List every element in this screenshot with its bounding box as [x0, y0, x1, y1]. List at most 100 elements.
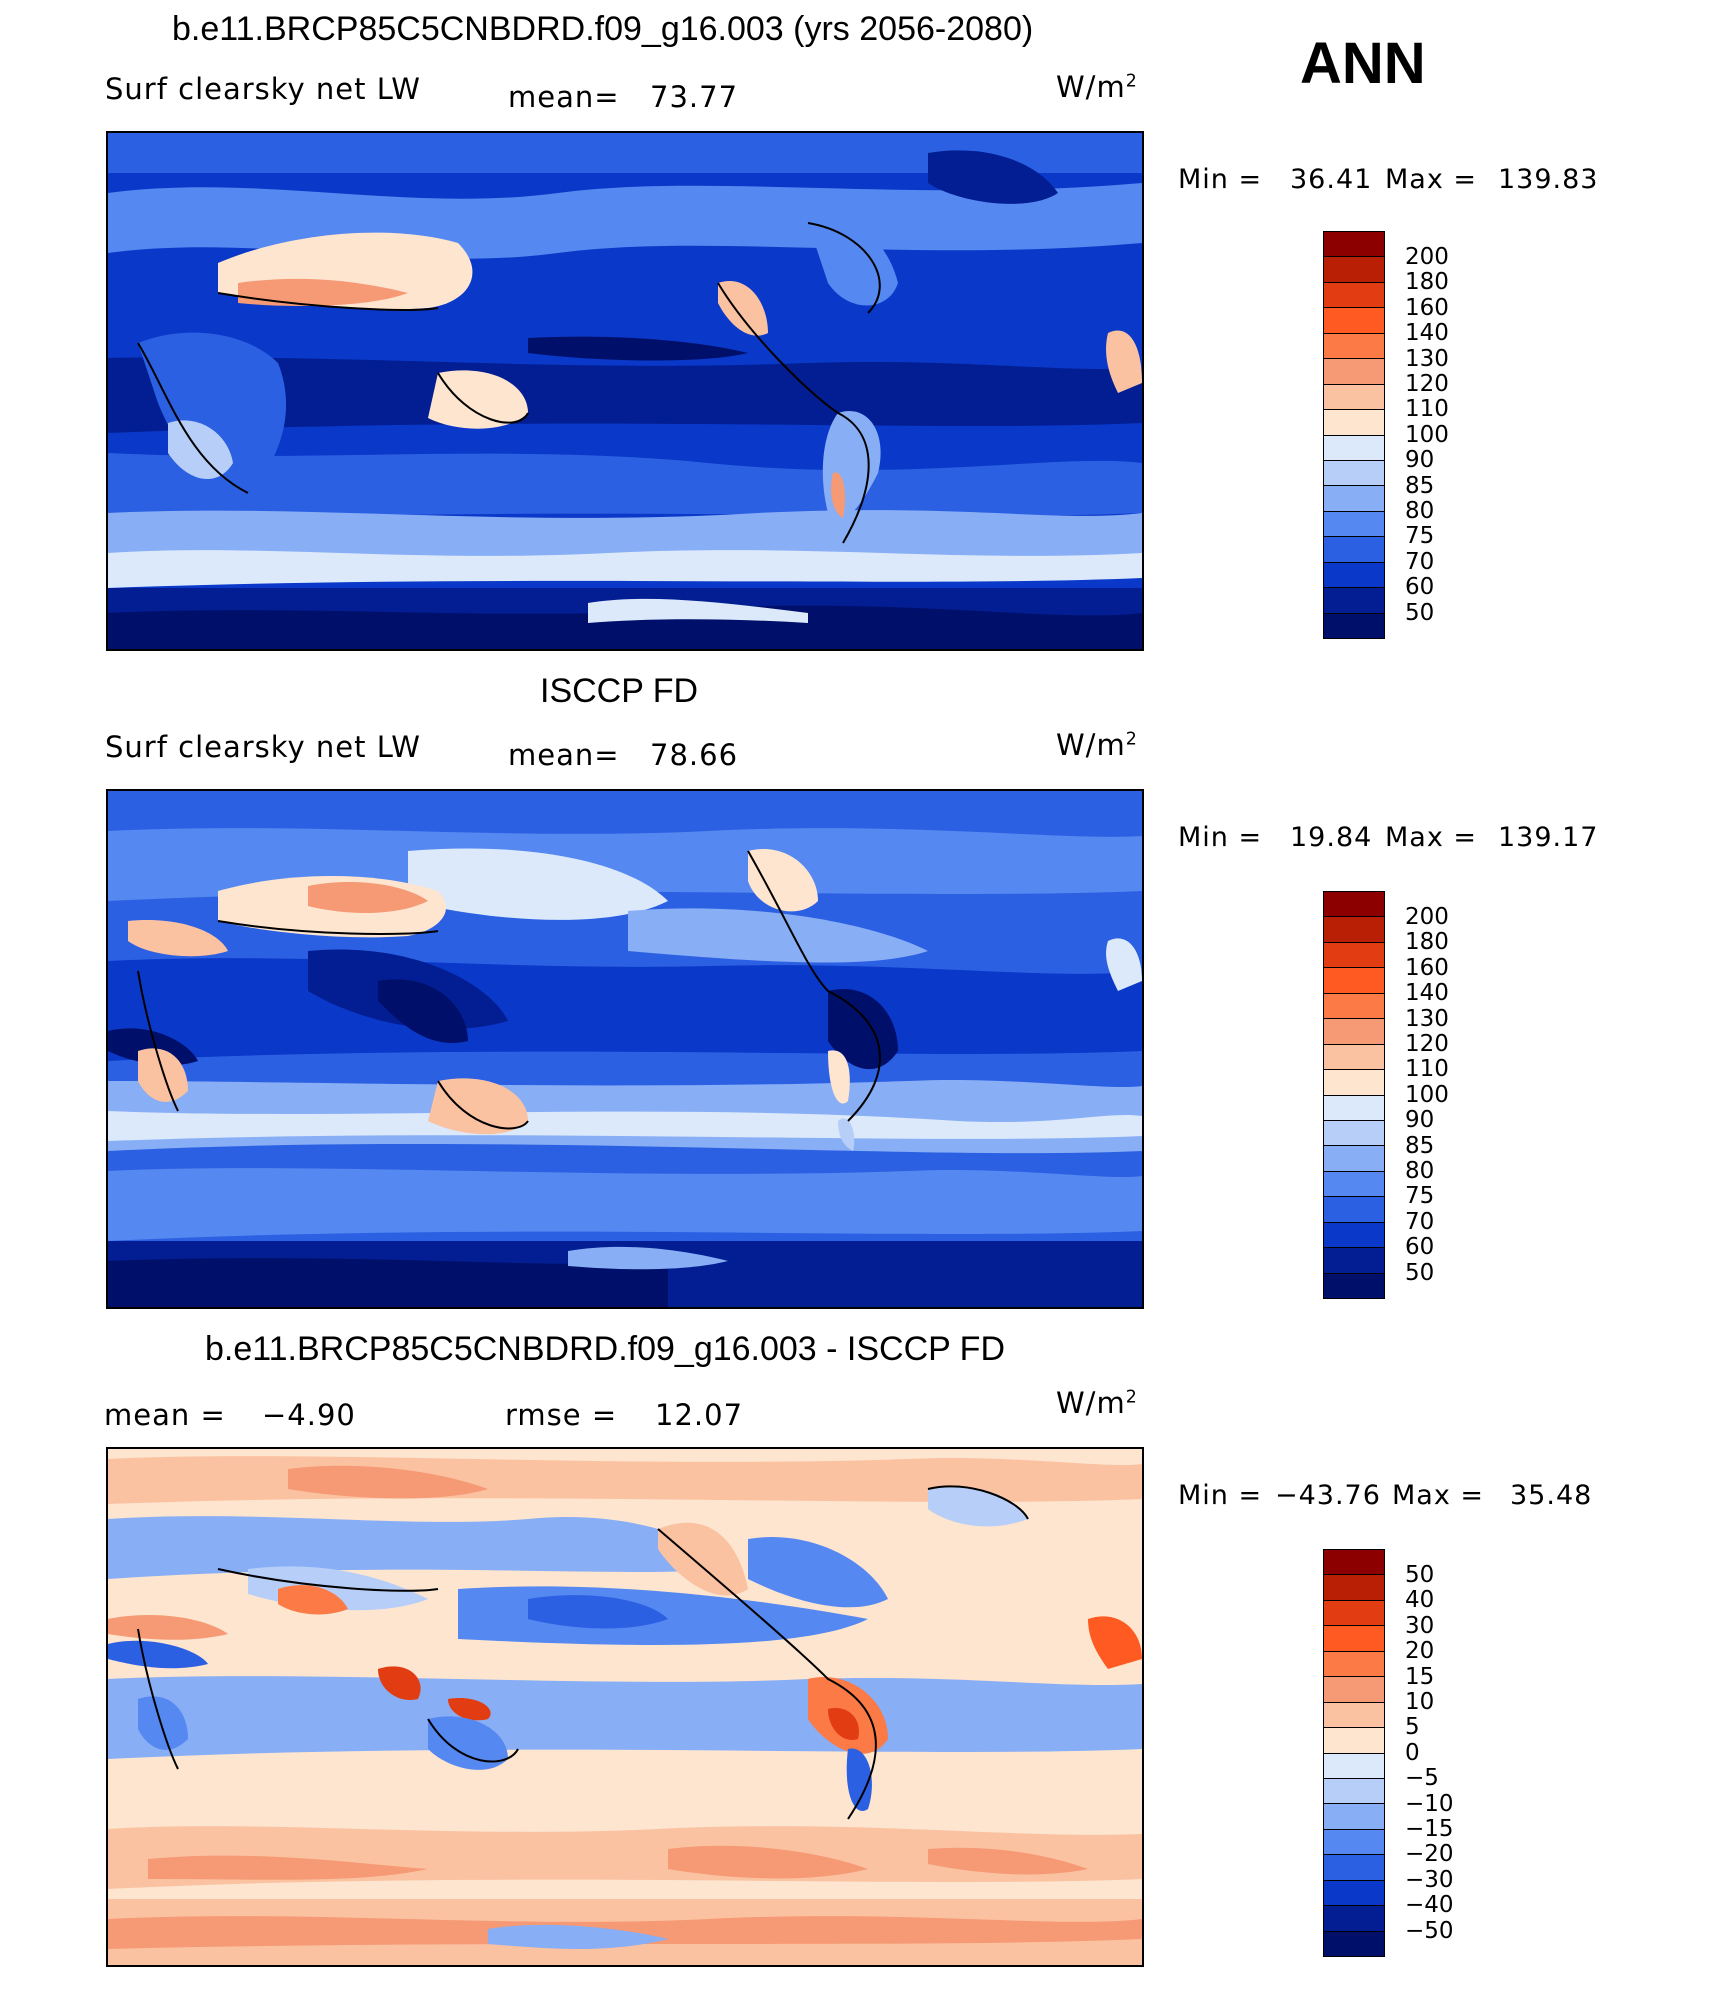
colorbar-swatch	[1324, 1804, 1384, 1830]
colorbar-tick-label: 10	[1405, 1689, 1435, 1715]
colorbar-swatch	[1324, 1273, 1384, 1298]
colorbar-swatch	[1324, 384, 1384, 411]
colorbar-swatch	[1324, 1931, 1384, 1956]
colorbar-tick-label: 85	[1405, 472, 1435, 499]
colorbar-swatch	[1324, 1855, 1384, 1881]
colorbar-swatch	[1324, 993, 1384, 1020]
colorbar-tick-label: −15	[1405, 1816, 1454, 1842]
colorbar-swatch	[1324, 1575, 1384, 1601]
colorbar-swatch	[1324, 613, 1384, 638]
colorbar-tick-label: 80	[1405, 1158, 1435, 1184]
panel3-min-label: Min =	[1178, 1480, 1263, 1511]
colorbar-tick-label: 50	[1405, 599, 1435, 626]
colorbar-swatch	[1324, 435, 1384, 461]
panel2-max-value: 139.17	[1498, 822, 1599, 853]
panel1-field	[108, 133, 1142, 649]
panel1-units: W/m2	[1056, 70, 1138, 104]
colorbar-tick-label: 60	[1405, 574, 1435, 601]
colorbar-tick-label: −50	[1405, 1917, 1454, 1944]
colorbar-tick-label: 180	[1405, 929, 1449, 956]
colorbar-swatch	[1324, 486, 1384, 512]
colorbar-swatch	[1324, 1120, 1384, 1147]
panel1-title: b.e11.BRCP85C5CNBDRD.f09_g16.003 (yrs 20…	[172, 10, 1034, 48]
colorbar-tick-label: 140	[1405, 320, 1449, 347]
colorbar-swatch	[1324, 917, 1384, 943]
panel1-max-label: Max =	[1385, 164, 1478, 195]
colorbar-swatch	[1324, 1222, 1384, 1249]
panel2-mean-label: mean=	[508, 738, 620, 772]
colorbar-tick-label: 100	[1405, 1081, 1449, 1108]
colorbar-tick-label: 130	[1405, 345, 1449, 372]
panel3-max-label: Max =	[1392, 1480, 1485, 1511]
colorbar-swatch	[1324, 257, 1384, 283]
colorbar-tick-label: 70	[1405, 548, 1435, 575]
panel1-max-value: 139.83	[1498, 164, 1599, 195]
colorbar-swatch	[1324, 1753, 1384, 1779]
colorbar-swatch	[1324, 942, 1384, 969]
colorbar-swatch	[1324, 282, 1384, 309]
colorbar-swatch	[1324, 359, 1384, 385]
panel3-mean-label: mean =	[104, 1398, 226, 1432]
colorbar-swatch	[1324, 1677, 1384, 1703]
panel2-colorbar	[1323, 891, 1385, 1299]
colorbar-swatch	[1324, 1651, 1384, 1678]
colorbar-tick-label: 60	[1405, 1234, 1435, 1261]
panel1-min-label: Min =	[1178, 164, 1263, 195]
colorbar-tick-label: 160	[1405, 954, 1449, 981]
colorbar-tick-label: 75	[1405, 523, 1435, 550]
colorbar-tick-label: 20	[1405, 1638, 1435, 1665]
panel1-min-value: 36.41	[1290, 164, 1373, 195]
colorbar-tick-label: 200	[1405, 244, 1449, 270]
colorbar-tick-label: 40	[1405, 1587, 1435, 1614]
colorbar-swatch	[1324, 308, 1384, 334]
colorbar-swatch	[1324, 588, 1384, 614]
season-label: ANN	[1300, 31, 1426, 96]
colorbar-swatch	[1324, 1044, 1384, 1071]
colorbar-tick-label: 70	[1405, 1208, 1435, 1235]
colorbar-swatch	[1324, 410, 1384, 436]
colorbar-tick-label: 75	[1405, 1183, 1435, 1210]
colorbar-tick-label: 5	[1405, 1714, 1420, 1741]
colorbar-tick-label: 120	[1405, 371, 1449, 397]
colorbar-swatch	[1324, 562, 1384, 589]
colorbar-tick-label: 130	[1405, 1005, 1449, 1032]
panel3-field	[108, 1449, 1142, 1965]
colorbar-tick-label: 160	[1405, 294, 1449, 321]
colorbar-tick-label: 120	[1405, 1031, 1449, 1057]
panel2-variable: Surf clearsky net LW	[105, 730, 421, 764]
colorbar-swatch	[1324, 1146, 1384, 1172]
colorbar-swatch	[1324, 1070, 1384, 1096]
colorbar-swatch	[1324, 511, 1384, 538]
panel3-map	[106, 1447, 1144, 1967]
colorbar-tick-label: 100	[1405, 421, 1449, 448]
colorbar-tick-label: 50	[1405, 1562, 1435, 1588]
colorbar-swatch	[1324, 1880, 1384, 1907]
colorbar-swatch	[1324, 1728, 1384, 1754]
panel3-title: b.e11.BRCP85C5CNBDRD.f09_g16.003 - ISCCP…	[205, 1330, 1005, 1368]
colorbar-swatch	[1324, 1095, 1384, 1121]
colorbar-tick-label: 15	[1405, 1663, 1435, 1690]
colorbar-swatch	[1324, 1829, 1384, 1856]
colorbar-tick-label: 0	[1405, 1739, 1420, 1766]
panel3-units: W/m2	[1056, 1386, 1138, 1420]
colorbar-swatch	[1324, 1550, 1384, 1576]
panel2-title: ISCCP FD	[540, 672, 699, 710]
panel3-max-value: 35.48	[1510, 1480, 1593, 1511]
colorbar-tick-label: −5	[1405, 1765, 1439, 1792]
colorbar-tick-label: −10	[1405, 1790, 1454, 1817]
colorbar-tick-label: 110	[1405, 1056, 1449, 1083]
colorbar-tick-label: −30	[1405, 1866, 1454, 1893]
panel1-colorbar	[1323, 231, 1385, 639]
panel2-field	[108, 791, 1142, 1307]
panel3-rmse-label: rmse =	[505, 1398, 618, 1432]
panel1-mean-label: mean=	[508, 80, 620, 114]
colorbar-swatch	[1324, 1019, 1384, 1045]
panel2-mean-value: 78.66	[650, 738, 739, 772]
colorbar-tick-label: 30	[1405, 1612, 1435, 1639]
colorbar-swatch	[1324, 968, 1384, 994]
colorbar-tick-label: 85	[1405, 1132, 1435, 1159]
colorbar-swatch	[1324, 1702, 1384, 1729]
colorbar-swatch	[1324, 1778, 1384, 1805]
colorbar-swatch	[1324, 1906, 1384, 1932]
colorbar-tick-label: 90	[1405, 447, 1435, 474]
